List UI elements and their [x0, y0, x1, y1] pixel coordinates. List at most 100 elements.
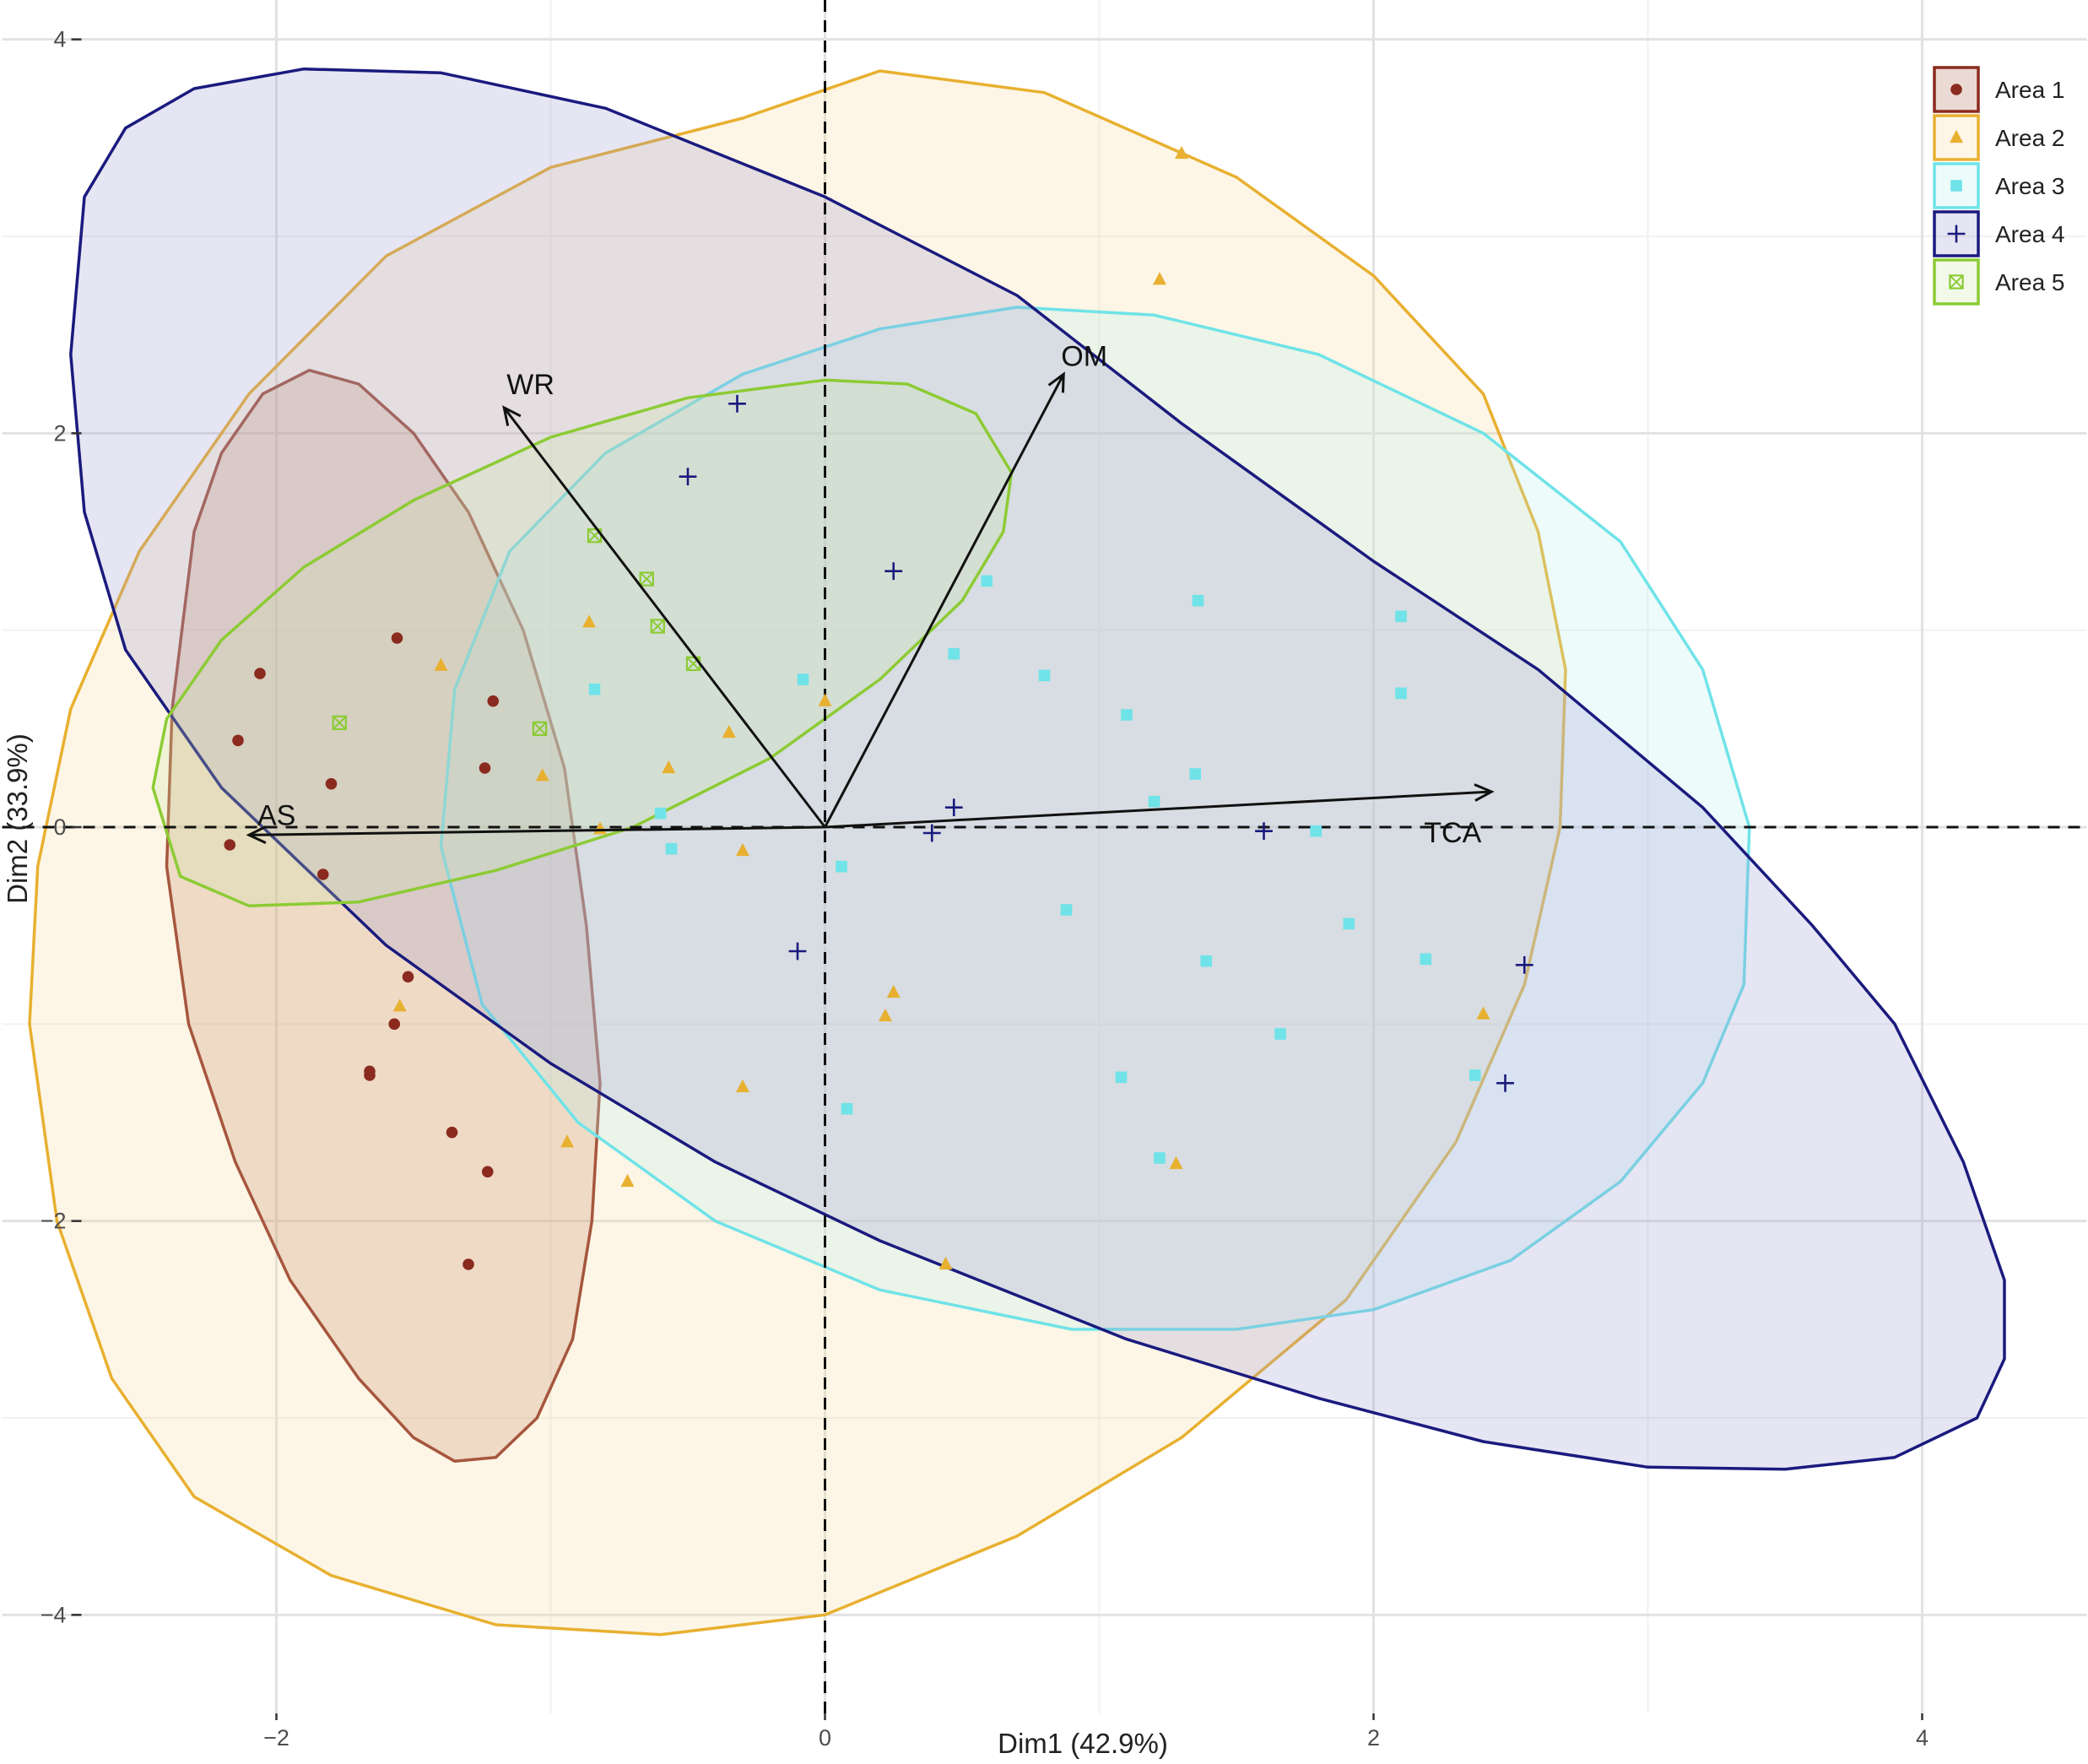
ellipse-area-3 [439, 306, 1751, 1331]
point-square [1274, 1028, 1286, 1040]
x-tick-label: 4 [1916, 1725, 1928, 1750]
point-plus [1496, 1074, 1514, 1092]
legend-item-area-5: Area 5 [1933, 258, 2065, 306]
y-tick-label: 0 [53, 814, 66, 840]
confidence-ellipses [28, 67, 2006, 1637]
legend-item-area-2: Area 2 [1933, 114, 2065, 161]
legend-label: Area 4 [1995, 221, 2065, 247]
vector-arrowhead [1474, 783, 1495, 802]
point-circle [446, 1126, 458, 1139]
point-circle [479, 762, 491, 774]
point-square [1950, 180, 1962, 192]
series-area-1 [224, 632, 500, 1270]
point-triangle [886, 984, 901, 998]
y-tick-label: −4 [41, 1602, 67, 1627]
ellipse-area-4 [69, 67, 2006, 1471]
vector-label: TCA [1424, 817, 1481, 849]
legend-item-area-1: Area 1 [1933, 66, 2065, 113]
y-tick-label: 4 [53, 27, 66, 52]
point-plus [679, 468, 697, 486]
point-square [1395, 687, 1407, 700]
point-triangle [818, 693, 832, 706]
point-triangle [1950, 129, 1963, 143]
point-square [1115, 1071, 1128, 1084]
vector-label: WR [506, 369, 554, 401]
legend-item-area-3: Area 3 [1933, 162, 2065, 209]
series-area-2 [392, 145, 1490, 1270]
point-triangle [939, 1256, 953, 1270]
axis-ticks: −2 0 2 4 −4 −2 0 2 4 [41, 27, 1928, 1750]
vector-arrowhead [246, 825, 267, 844]
vector-line [503, 407, 826, 828]
point-square [1121, 709, 1133, 721]
point-square [1038, 669, 1051, 682]
y-tick-label: −2 [41, 1209, 67, 1234]
point-circle [402, 971, 414, 983]
point-circle [391, 632, 403, 644]
vector-om: OM [824, 340, 1107, 828]
point-triangle [582, 614, 596, 628]
reference-lines [2, 0, 2087, 1713]
point-circle [325, 777, 338, 790]
point-plus [1515, 955, 1534, 974]
point-plus [922, 824, 941, 842]
vector-tca: TCA [825, 783, 1495, 849]
point-circle [232, 734, 244, 747]
point-square [1200, 955, 1213, 967]
x-axis-label: Dim1 (42.9%) [998, 1728, 1168, 1759]
x-tick-label: −2 [263, 1725, 289, 1750]
vector-label: AS [257, 799, 295, 831]
point-circle [462, 1258, 474, 1270]
vector-label: OM [1061, 340, 1107, 372]
point-square [836, 860, 847, 873]
series-area-4 [679, 394, 1534, 1092]
variable-vectors: WR OM TCA AS [246, 340, 1495, 849]
point-plus [788, 942, 807, 960]
point-triangle [879, 1008, 892, 1022]
point-square [1148, 795, 1160, 808]
point-circle [481, 1166, 494, 1178]
point-triangle [1153, 272, 1166, 285]
ellipse-area-2 [28, 69, 1567, 1637]
point-square [588, 683, 601, 695]
y-tick-label: 2 [53, 420, 66, 446]
point-square [948, 647, 960, 660]
point-square [1395, 610, 1407, 623]
point-square [797, 674, 809, 685]
point-triangle [392, 998, 407, 1012]
point-circle [1950, 84, 1962, 95]
ellipse-area-1 [165, 368, 602, 1464]
point-square [981, 575, 993, 587]
point-boxed-x [332, 715, 347, 731]
point-square [1310, 825, 1323, 837]
point-triangle [1169, 1155, 1183, 1170]
point-square [1192, 594, 1204, 607]
point-square [1469, 1069, 1481, 1081]
vector-arrowhead [502, 405, 522, 426]
point-triangle [722, 724, 736, 739]
x-tick-label: 0 [819, 1725, 831, 1750]
point-circle [364, 1069, 376, 1081]
vector-wr: WR [502, 369, 826, 828]
point-square [841, 1102, 853, 1115]
point-boxed-x [532, 721, 548, 737]
x-tick-label: 2 [1367, 1725, 1380, 1750]
point-triangle [1476, 1006, 1490, 1020]
point-triangle [560, 1134, 574, 1148]
point-triangle [535, 768, 549, 782]
point-triangle [736, 1079, 749, 1093]
point-square [1154, 1152, 1166, 1164]
point-boxed-x [639, 571, 654, 587]
vector-line [824, 373, 1065, 828]
vector-line [825, 790, 1492, 829]
legend: Area 1 Area 2 Area 3 Area 4 Area 5 [1933, 66, 2065, 306]
point-square [1420, 953, 1432, 966]
point-plus [728, 394, 746, 413]
point-plus [1255, 822, 1273, 841]
vector-arrowhead [1047, 371, 1065, 393]
point-plus [1947, 225, 1966, 243]
vector-as: AS [246, 799, 825, 844]
point-plus [944, 798, 963, 817]
point-triangle [662, 760, 676, 774]
